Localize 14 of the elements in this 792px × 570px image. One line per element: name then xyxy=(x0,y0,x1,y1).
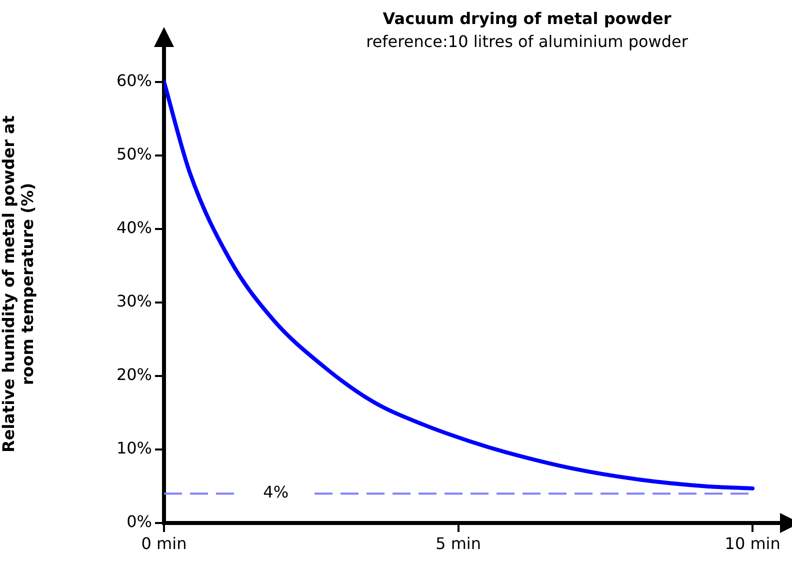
y-tick-label: 20% xyxy=(116,365,152,384)
y-axis-title: Relative humidity of metal powder at room temperature (%) xyxy=(0,115,37,452)
chart-subtitle: reference:10 litres of aluminium powder xyxy=(366,32,688,52)
x-tick-label: 5 min xyxy=(436,534,482,553)
y-tick-label: 0% xyxy=(126,512,152,532)
y-tick-label: 50% xyxy=(116,144,152,164)
ref-line-label: 4% xyxy=(263,482,289,502)
y-tick-label: 60% xyxy=(116,70,152,90)
chart-title: Vacuum drying of metal powder xyxy=(382,9,672,28)
y-tick-label: 40% xyxy=(116,218,152,237)
x-tick-label: 10 min xyxy=(724,534,780,553)
y-tick-label: 10% xyxy=(116,438,152,458)
y-tick-label: 30% xyxy=(116,292,152,311)
x-tick-label: 0 min xyxy=(141,534,187,553)
